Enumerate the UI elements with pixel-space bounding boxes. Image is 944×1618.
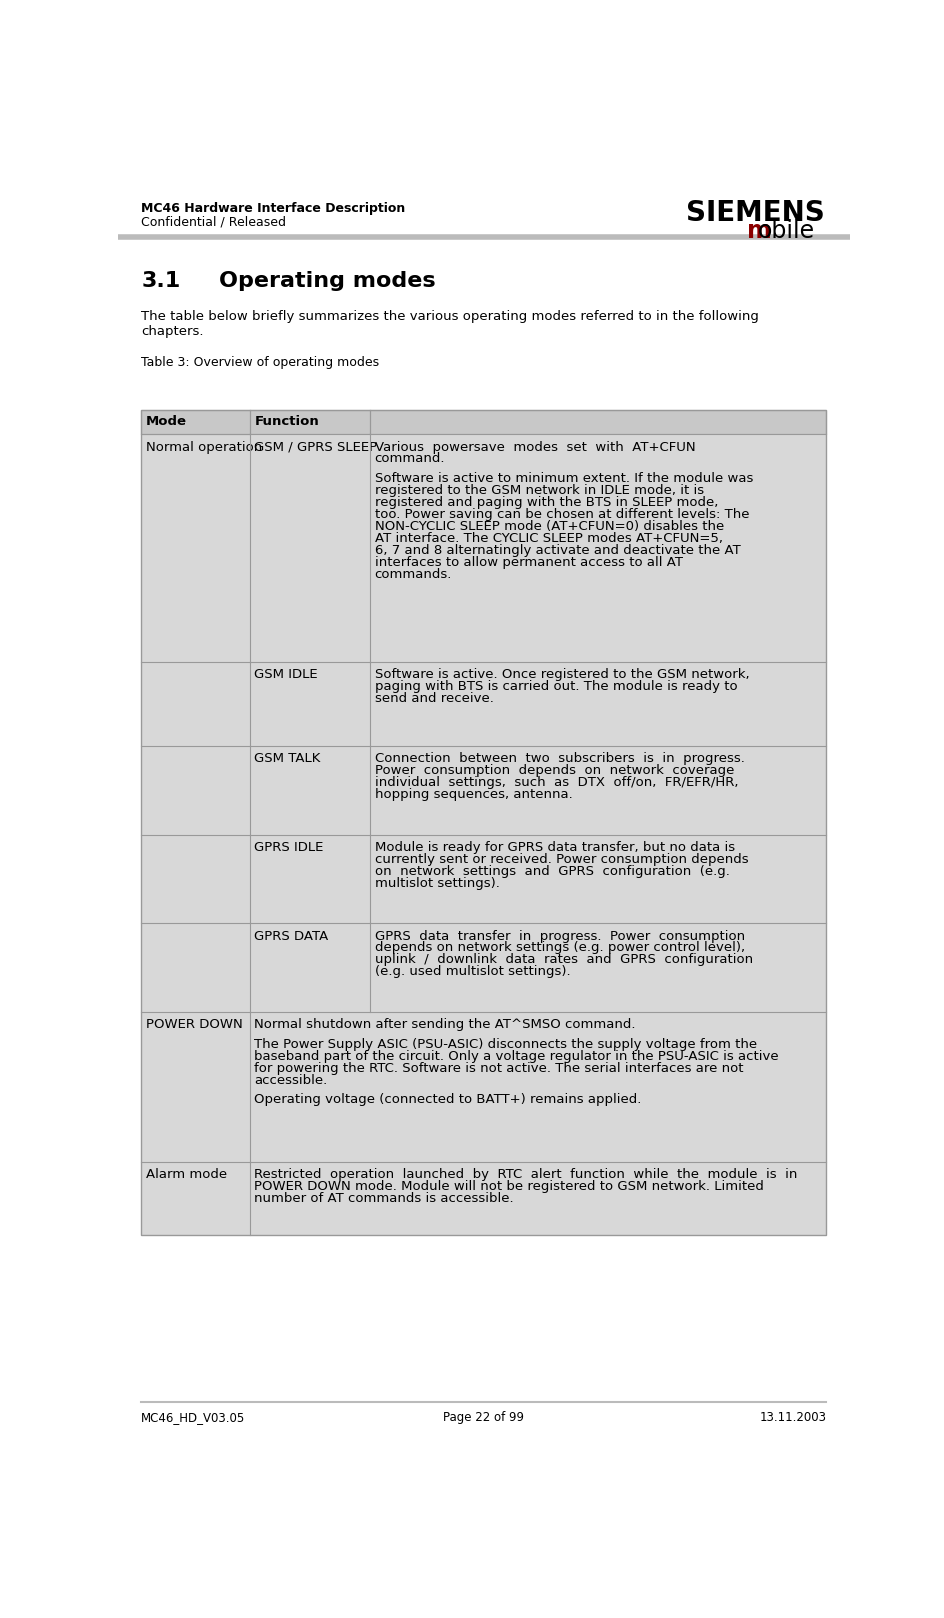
Text: command.: command. bbox=[375, 453, 445, 466]
Text: Alarm mode: Alarm mode bbox=[146, 1168, 227, 1181]
Text: SIEMENS: SIEMENS bbox=[686, 199, 825, 227]
Text: 3.1: 3.1 bbox=[142, 272, 180, 291]
Text: Restricted  operation  launched  by  RTC  alert  function  while  the  module  i: Restricted operation launched by RTC ale… bbox=[254, 1168, 798, 1181]
Text: uplink  /  downlink  data  rates  and  GPRS  configuration: uplink / downlink data rates and GPRS co… bbox=[375, 953, 752, 966]
Text: multislot settings).: multislot settings). bbox=[375, 877, 499, 890]
Text: Various  powersave  modes  set  with  AT+CFUN: Various powersave modes set with AT+CFUN bbox=[375, 440, 695, 453]
Bar bbox=[142, 1011, 826, 1162]
Text: paging with BTS is carried out. The module is ready to: paging with BTS is carried out. The modu… bbox=[375, 680, 737, 693]
Text: Connection  between  two  subscribers  is  in  progress.: Connection between two subscribers is in… bbox=[375, 752, 745, 765]
Text: GSM / GPRS SLEEP: GSM / GPRS SLEEP bbox=[254, 440, 378, 453]
Bar bbox=[142, 1162, 826, 1235]
Bar bbox=[142, 434, 826, 662]
Text: Software is active. Once registered to the GSM network,: Software is active. Once registered to t… bbox=[375, 668, 750, 681]
Bar bbox=[370, 835, 826, 924]
Text: Table 3: Overview of operating modes: Table 3: Overview of operating modes bbox=[142, 356, 379, 369]
Text: too. Power saving can be chosen at different levels: The: too. Power saving can be chosen at diffe… bbox=[375, 508, 749, 521]
Text: GPRS IDLE: GPRS IDLE bbox=[254, 841, 324, 854]
Text: registered to the GSM network in IDLE mode, it is: registered to the GSM network in IDLE mo… bbox=[375, 484, 703, 497]
Text: accessible.: accessible. bbox=[254, 1074, 328, 1087]
Bar bbox=[370, 746, 826, 835]
Text: GSM IDLE: GSM IDLE bbox=[254, 668, 318, 681]
Text: number of AT commands is accessible.: number of AT commands is accessible. bbox=[254, 1192, 514, 1205]
Bar bbox=[250, 924, 370, 1011]
Bar bbox=[370, 434, 826, 662]
Text: Confidential / Released: Confidential / Released bbox=[142, 215, 286, 228]
Bar bbox=[142, 662, 826, 746]
Text: 13.11.2003: 13.11.2003 bbox=[759, 1411, 826, 1424]
Bar bbox=[370, 662, 826, 746]
Text: GPRS  data  transfer  in  progress.  Power  consumption: GPRS data transfer in progress. Power co… bbox=[375, 929, 745, 943]
Bar bbox=[250, 434, 370, 662]
Bar bbox=[142, 409, 826, 1235]
Text: Operating modes: Operating modes bbox=[219, 272, 435, 291]
Text: individual  settings,  such  as  DTX  off/on,  FR/EFR/HR,: individual settings, such as DTX off/on,… bbox=[375, 777, 738, 790]
Text: GPRS DATA: GPRS DATA bbox=[254, 929, 329, 943]
Bar bbox=[142, 835, 826, 924]
Text: currently sent or received. Power consumption depends: currently sent or received. Power consum… bbox=[375, 853, 749, 866]
Bar bbox=[250, 662, 370, 746]
Text: baseband part of the circuit. Only a voltage regulator in the PSU-ASIC is active: baseband part of the circuit. Only a vol… bbox=[254, 1050, 779, 1063]
Text: The table below briefly summarizes the various operating modes referred to in th: The table below briefly summarizes the v… bbox=[142, 309, 759, 338]
Text: GSM TALK: GSM TALK bbox=[254, 752, 321, 765]
Text: Operating voltage (connected to BATT+) remains applied.: Operating voltage (connected to BATT+) r… bbox=[254, 1094, 642, 1107]
Text: Normal operation: Normal operation bbox=[146, 440, 262, 453]
Text: 6, 7 and 8 alternatingly activate and deactivate the AT: 6, 7 and 8 alternatingly activate and de… bbox=[375, 544, 740, 557]
Bar bbox=[142, 924, 826, 1011]
Text: Function: Function bbox=[254, 416, 319, 429]
Bar bbox=[250, 746, 370, 835]
Text: m: m bbox=[748, 218, 772, 243]
Text: hopping sequences, antenna.: hopping sequences, antenna. bbox=[375, 788, 572, 801]
Text: obile: obile bbox=[758, 218, 816, 243]
Bar bbox=[142, 409, 826, 434]
Text: Page 22 of 99: Page 22 of 99 bbox=[444, 1411, 524, 1424]
Text: Power  consumption  depends  on  network  coverage: Power consumption depends on network cov… bbox=[375, 764, 733, 777]
Text: registered and paging with the BTS in SLEEP mode,: registered and paging with the BTS in SL… bbox=[375, 497, 717, 510]
Text: Module is ready for GPRS data transfer, but no data is: Module is ready for GPRS data transfer, … bbox=[375, 841, 734, 854]
Text: AT interface. The CYCLIC SLEEP modes AT+CFUN=5,: AT interface. The CYCLIC SLEEP modes AT+… bbox=[375, 532, 722, 545]
Text: commands.: commands. bbox=[375, 568, 452, 581]
Text: POWER DOWN mode. Module will not be registered to GSM network. Limited: POWER DOWN mode. Module will not be regi… bbox=[254, 1180, 765, 1192]
Text: NON-CYCLIC SLEEP mode (AT+CFUN=0) disables the: NON-CYCLIC SLEEP mode (AT+CFUN=0) disabl… bbox=[375, 519, 724, 532]
Text: for powering the RTC. Software is not active. The serial interfaces are not: for powering the RTC. Software is not ac… bbox=[254, 1061, 744, 1074]
Text: Normal shutdown after sending the AT^SMSO command.: Normal shutdown after sending the AT^SMS… bbox=[254, 1018, 636, 1031]
Text: on  network  settings  and  GPRS  configuration  (e.g.: on network settings and GPRS configurati… bbox=[375, 866, 730, 879]
Bar bbox=[370, 924, 826, 1011]
Text: The Power Supply ASIC (PSU-ASIC) disconnects the supply voltage from the: The Power Supply ASIC (PSU-ASIC) disconn… bbox=[254, 1037, 757, 1050]
Text: POWER DOWN: POWER DOWN bbox=[146, 1018, 243, 1031]
Text: send and receive.: send and receive. bbox=[375, 691, 494, 704]
Text: Mode: Mode bbox=[146, 416, 187, 429]
Bar bbox=[250, 835, 370, 924]
Text: interfaces to allow permanent access to all AT: interfaces to allow permanent access to … bbox=[375, 555, 683, 570]
Text: (e.g. used multislot settings).: (e.g. used multislot settings). bbox=[375, 966, 570, 979]
Bar bbox=[142, 746, 826, 835]
Text: MC46 Hardware Interface Description: MC46 Hardware Interface Description bbox=[142, 202, 406, 215]
Text: MC46_HD_V03.05: MC46_HD_V03.05 bbox=[142, 1411, 245, 1424]
Text: depends on network settings (e.g. power control level),: depends on network settings (e.g. power … bbox=[375, 942, 745, 955]
Text: Software is active to minimum extent. If the module was: Software is active to minimum extent. If… bbox=[375, 472, 753, 485]
